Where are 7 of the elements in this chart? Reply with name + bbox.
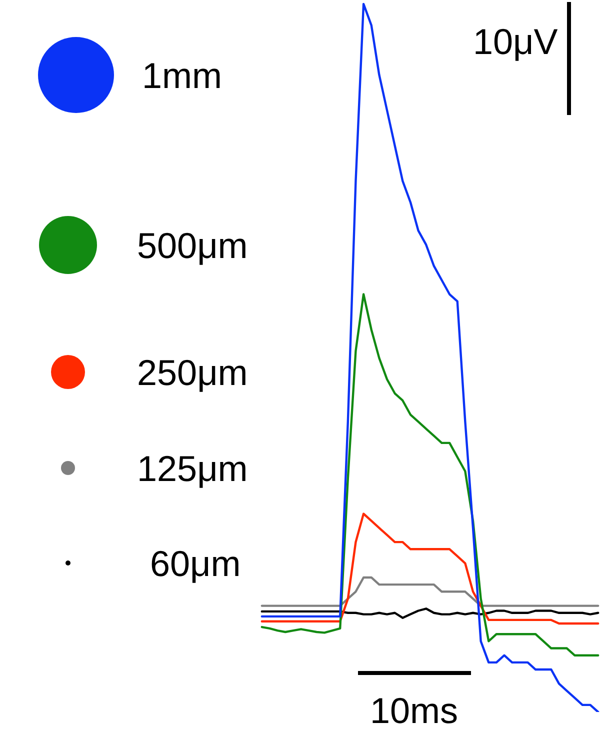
legend-label: 1mm (142, 55, 222, 96)
legend-label: 60μm (150, 543, 241, 584)
annotation: 10μV (473, 21, 558, 62)
legend-label: 250μm (137, 352, 248, 393)
legend-label: 500μm (137, 225, 248, 266)
annotation: 10ms (370, 690, 458, 731)
legend-label: 125μm (137, 448, 248, 489)
